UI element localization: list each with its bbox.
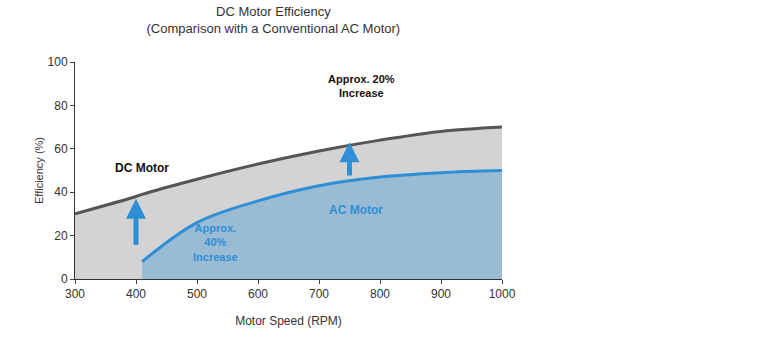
- svg-text:300: 300: [65, 287, 85, 301]
- svg-text:Approx. 20%Increase: Approx. 20%Increase: [328, 73, 395, 99]
- svg-text:0: 0: [61, 272, 68, 286]
- svg-text:Efficiency (%): Efficiency (%): [33, 137, 45, 204]
- svg-text:800: 800: [370, 287, 390, 301]
- svg-text:1000: 1000: [489, 287, 516, 301]
- svg-text:60: 60: [54, 142, 68, 156]
- svg-text:Motor Speed (RPM): Motor Speed (RPM): [235, 314, 342, 328]
- svg-text:AC Motor: AC Motor: [329, 203, 383, 217]
- svg-text:DC Motor: DC Motor: [115, 161, 169, 175]
- svg-text:100: 100: [48, 55, 68, 69]
- svg-text:Approx.40%Increase: Approx.40%Increase: [193, 222, 238, 263]
- svg-text:400: 400: [126, 287, 146, 301]
- svg-text:20: 20: [54, 229, 68, 243]
- svg-text:600: 600: [248, 287, 268, 301]
- svg-text:40: 40: [54, 185, 68, 199]
- svg-text:80: 80: [54, 99, 68, 113]
- svg-text:DC Motor Efficiency(Comparison: DC Motor Efficiency(Comparison with a Co…: [147, 4, 401, 36]
- svg-text:900: 900: [431, 287, 451, 301]
- svg-text:500: 500: [187, 287, 207, 301]
- svg-text:700: 700: [309, 287, 329, 301]
